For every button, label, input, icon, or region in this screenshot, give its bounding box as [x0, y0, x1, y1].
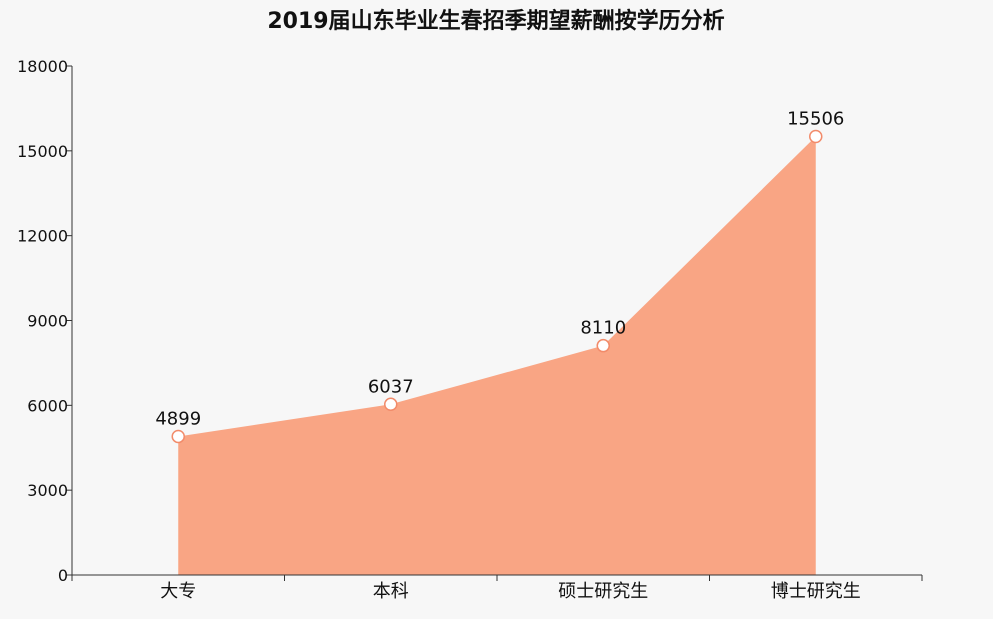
- y-tick-label: 3000: [27, 481, 68, 500]
- data-label: 6037: [368, 376, 414, 397]
- data-point-marker[interactable]: [596, 338, 610, 353]
- x-tick-label: 博士研究生: [771, 581, 861, 602]
- x-tick-label: 本科: [373, 581, 409, 602]
- plot-area: 0 3000 6000 9000 12000 15000 18000 大专 本科 硕士研究生 博士研…: [17, 57, 923, 602]
- data-label: 4899: [155, 408, 201, 429]
- y-tick-label: 15000: [17, 142, 68, 161]
- y-tick-label: 6000: [27, 396, 68, 415]
- data-point-marker[interactable]: [171, 429, 185, 444]
- y-tick-label: 18000: [17, 57, 68, 76]
- data-point-marker[interactable]: [384, 397, 398, 412]
- x-tick-label: 大专: [160, 581, 196, 602]
- y-tick-label: 9000: [27, 312, 68, 331]
- chart-title: 2019届山东毕业生春招季期望薪酬按学历分析: [267, 8, 724, 34]
- y-tick-label: 0: [58, 566, 68, 585]
- y-tick-label: 12000: [17, 227, 68, 246]
- area-series: [178, 136, 816, 575]
- data-label: 15506: [787, 109, 844, 130]
- data-label: 8110: [580, 318, 626, 339]
- x-tick-label: 硕士研究生: [558, 581, 648, 602]
- data-point-marker[interactable]: [809, 129, 823, 144]
